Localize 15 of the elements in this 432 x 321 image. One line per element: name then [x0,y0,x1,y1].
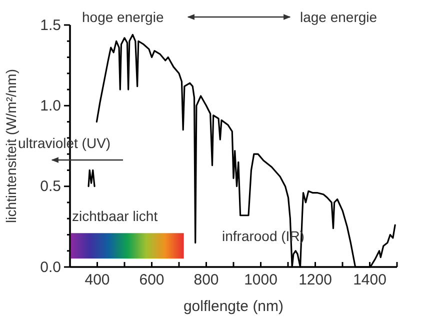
annotation: zichtbaar licht [72,208,158,224]
x-axis-title: golflengte (nm) [183,298,284,315]
annotation: lage energie [300,9,378,25]
y-tick-label: 0.0 [40,258,61,276]
annotation: hoge energie [82,9,164,25]
x-tick-label: 1000 [244,272,278,289]
x-tick-label: 1400 [353,272,386,289]
y-tick-label: 1.5 [40,16,61,34]
y-tick-label: 0.5 [40,178,61,196]
x-tick-label: 600 [139,272,164,289]
y-tick-label: 1.0 [40,97,61,114]
x-tick-label: 800 [194,272,219,289]
x-tick-label: 1200 [298,272,332,289]
x-tick-label: 400 [84,272,110,289]
y-axis-title: lichtintensiteit (W/m²/nm) [3,68,19,224]
